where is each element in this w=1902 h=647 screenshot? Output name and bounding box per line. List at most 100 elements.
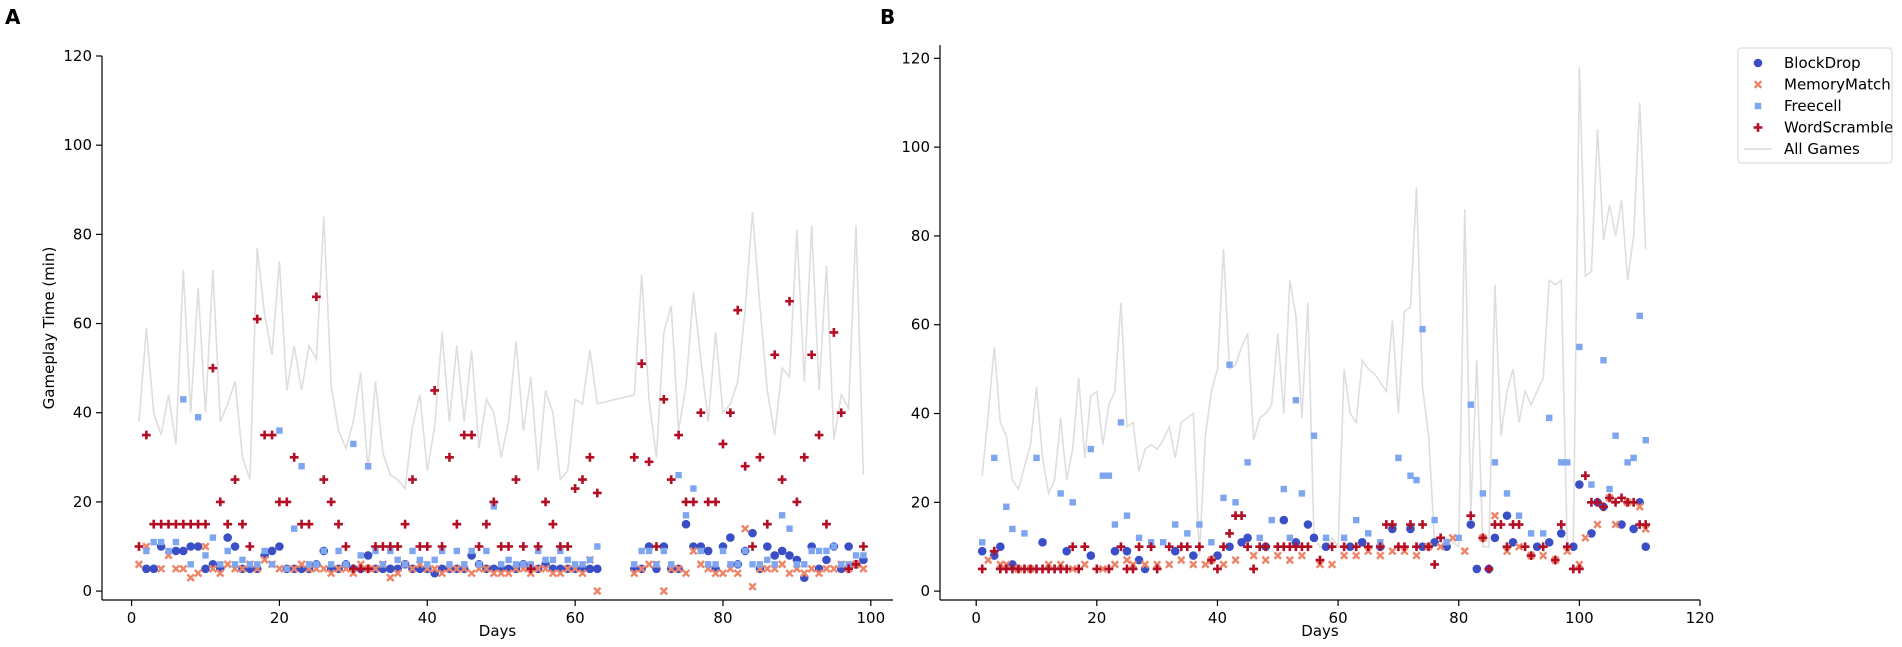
panel-a-freecell-point [793,561,801,568]
panel-a-wordscramble-point [430,386,440,395]
panel-a-wordscramble-point [311,292,321,302]
panel-a-memorymatch-point [534,564,543,573]
panel-b-freecell-point [1558,459,1565,466]
panel-b-blockdrop-point [1122,546,1132,556]
panel-a-freecell-point [830,543,838,550]
panel-b-blockdrop-point [1345,542,1355,552]
panel-b-freecell-point [1606,485,1613,493]
panel-b-series-blockdrop [977,480,1651,574]
panel-b-memorymatch-point [1002,560,1011,569]
panel-a-freecell-point [461,561,468,568]
panel-b-freecell-point [1280,485,1288,493]
panel-a-wordscramble-point [178,519,188,529]
panel-a-memorymatch-point [238,564,247,573]
panel-b-wordscramble-point [1430,560,1439,569]
panel-a-freecell-point [165,547,172,555]
panel-a-freecell-point [675,471,682,479]
panel-b-memorymatch-point [1539,551,1548,560]
panel-a-memorymatch-point [179,564,188,573]
panel-a-wordscramble-point [326,497,336,507]
panel-a-memorymatch-point [807,564,816,573]
panel-b-freecell-point [1172,521,1179,528]
panel-a-memorymatch-point [563,564,572,573]
panel-a-memorymatch-point [733,569,742,578]
panel-b-blockdrop-point [1357,537,1367,547]
panel-b-blockdrop-point [1170,546,1180,556]
panel-a-wordscramble-point [836,408,846,418]
panel-a-freecell-point [631,561,638,568]
panel-b-memorymatch-point [1412,551,1421,560]
panel-a-memorymatch-point [489,569,498,578]
panel-b-memorymatch-point [1098,564,1108,574]
panel-a-wordscramble-point [445,452,454,462]
panel-b-wordscramble-point [1092,564,1102,574]
panel-a-blockdrop-point [193,542,203,551]
panel-a-freecell-point [379,561,387,568]
panel-a-memorymatch-point [193,569,203,578]
panel-a-freecell-point [512,561,520,568]
panel-a-wordscramble-point [829,328,839,337]
panel-a-memorymatch-point [349,569,358,578]
legend-item-memorymatch: MemoryMatch [1753,76,1891,94]
panel-b-wordscramble-point [977,564,987,574]
panel-a-blockdrop-point [592,564,602,574]
panel-a-wordscramble-point [674,430,684,440]
panel-a-memorymatch-point [208,564,218,573]
panel-a-freecell-point [741,547,749,555]
panel-b-wordscramble-point [1213,564,1222,574]
panel-b-freecell-point [1117,419,1125,426]
panel-b-freecell-point [1159,539,1167,546]
panel-b-wordscramble-point [1478,533,1488,543]
panel-a-wordscramble-point [711,497,720,507]
panel-b-wordscramble-point [1225,529,1234,538]
panel-a-memorymatch-point [674,564,683,573]
panel-b-blockdrop-point [1544,537,1554,547]
panel-b-memorymatch-point [1641,524,1650,534]
panel-b-freecell-point [1539,530,1547,537]
panel-b-freecell-point [1021,530,1028,537]
panel-a-wordscramble-point [851,559,861,569]
panel-a-freecell-point [564,556,571,564]
panel-a-wordscramble-point [563,542,573,551]
panel-b-freecell-point [1220,494,1227,502]
panel-a-freecell-point [852,552,860,559]
panel-b-memorymatch-point [1339,551,1349,560]
panel-b-freecell-point [1003,503,1010,510]
panel-a-x-tick-label: 100 [857,609,886,627]
panel-a-freecell-point [505,556,512,564]
panel-b-blockdrop-point [1556,529,1566,538]
panel-b-wordscramble-point [1363,542,1373,552]
panel-b-memorymatch-point [1044,560,1053,569]
panel-a-memorymatch-point [297,560,306,569]
panel-a-memorymatch-point [593,586,602,596]
panel-a-wordscramble-point [489,497,499,507]
panel-a-freecell-point [483,547,490,555]
panel-b-memorymatch-point [1297,551,1307,560]
panel-a-wordscramble-point [718,439,728,449]
panel-b-memorymatch-point [1140,560,1150,569]
legend-memorymatch-marker-icon [1753,80,1763,89]
panel-b-freecell-point [1208,539,1215,546]
panel-b-wordscramble-point [1538,542,1548,552]
panel-a-wordscramble-point [319,475,329,485]
panel-a-wordscramble-point [689,497,698,507]
panel-a-freecell-point [335,547,342,555]
panel-a-wordscramble-point [777,475,787,485]
panel-b-x-axis-label: Days [1301,622,1339,640]
panel-a-memorymatch-point [497,569,506,578]
panel-a-wordscramble-point [230,475,240,485]
panel-a-x-tick-label: 80 [713,609,732,627]
panel-b-wordscramble-point [1466,511,1476,521]
panel-b-wordscramble-point [1339,542,1349,552]
panel-a-wordscramble-point [592,488,602,498]
panel-b-wordscramble-point [1599,502,1608,512]
panel-a-freecell-point [845,561,852,568]
panel-a-freecell-point [357,552,364,559]
panel-a-wordscramble-point [164,519,173,529]
panel-b-blockdrop-point [1303,520,1313,529]
panel-a-blockdrop-point [179,546,188,556]
panel-a-wordscramble-point [459,430,469,440]
panel-a-memorymatch-point [275,564,284,573]
panel-a-memorymatch-point [659,586,668,596]
panel-b-freecell-point [1365,530,1372,537]
